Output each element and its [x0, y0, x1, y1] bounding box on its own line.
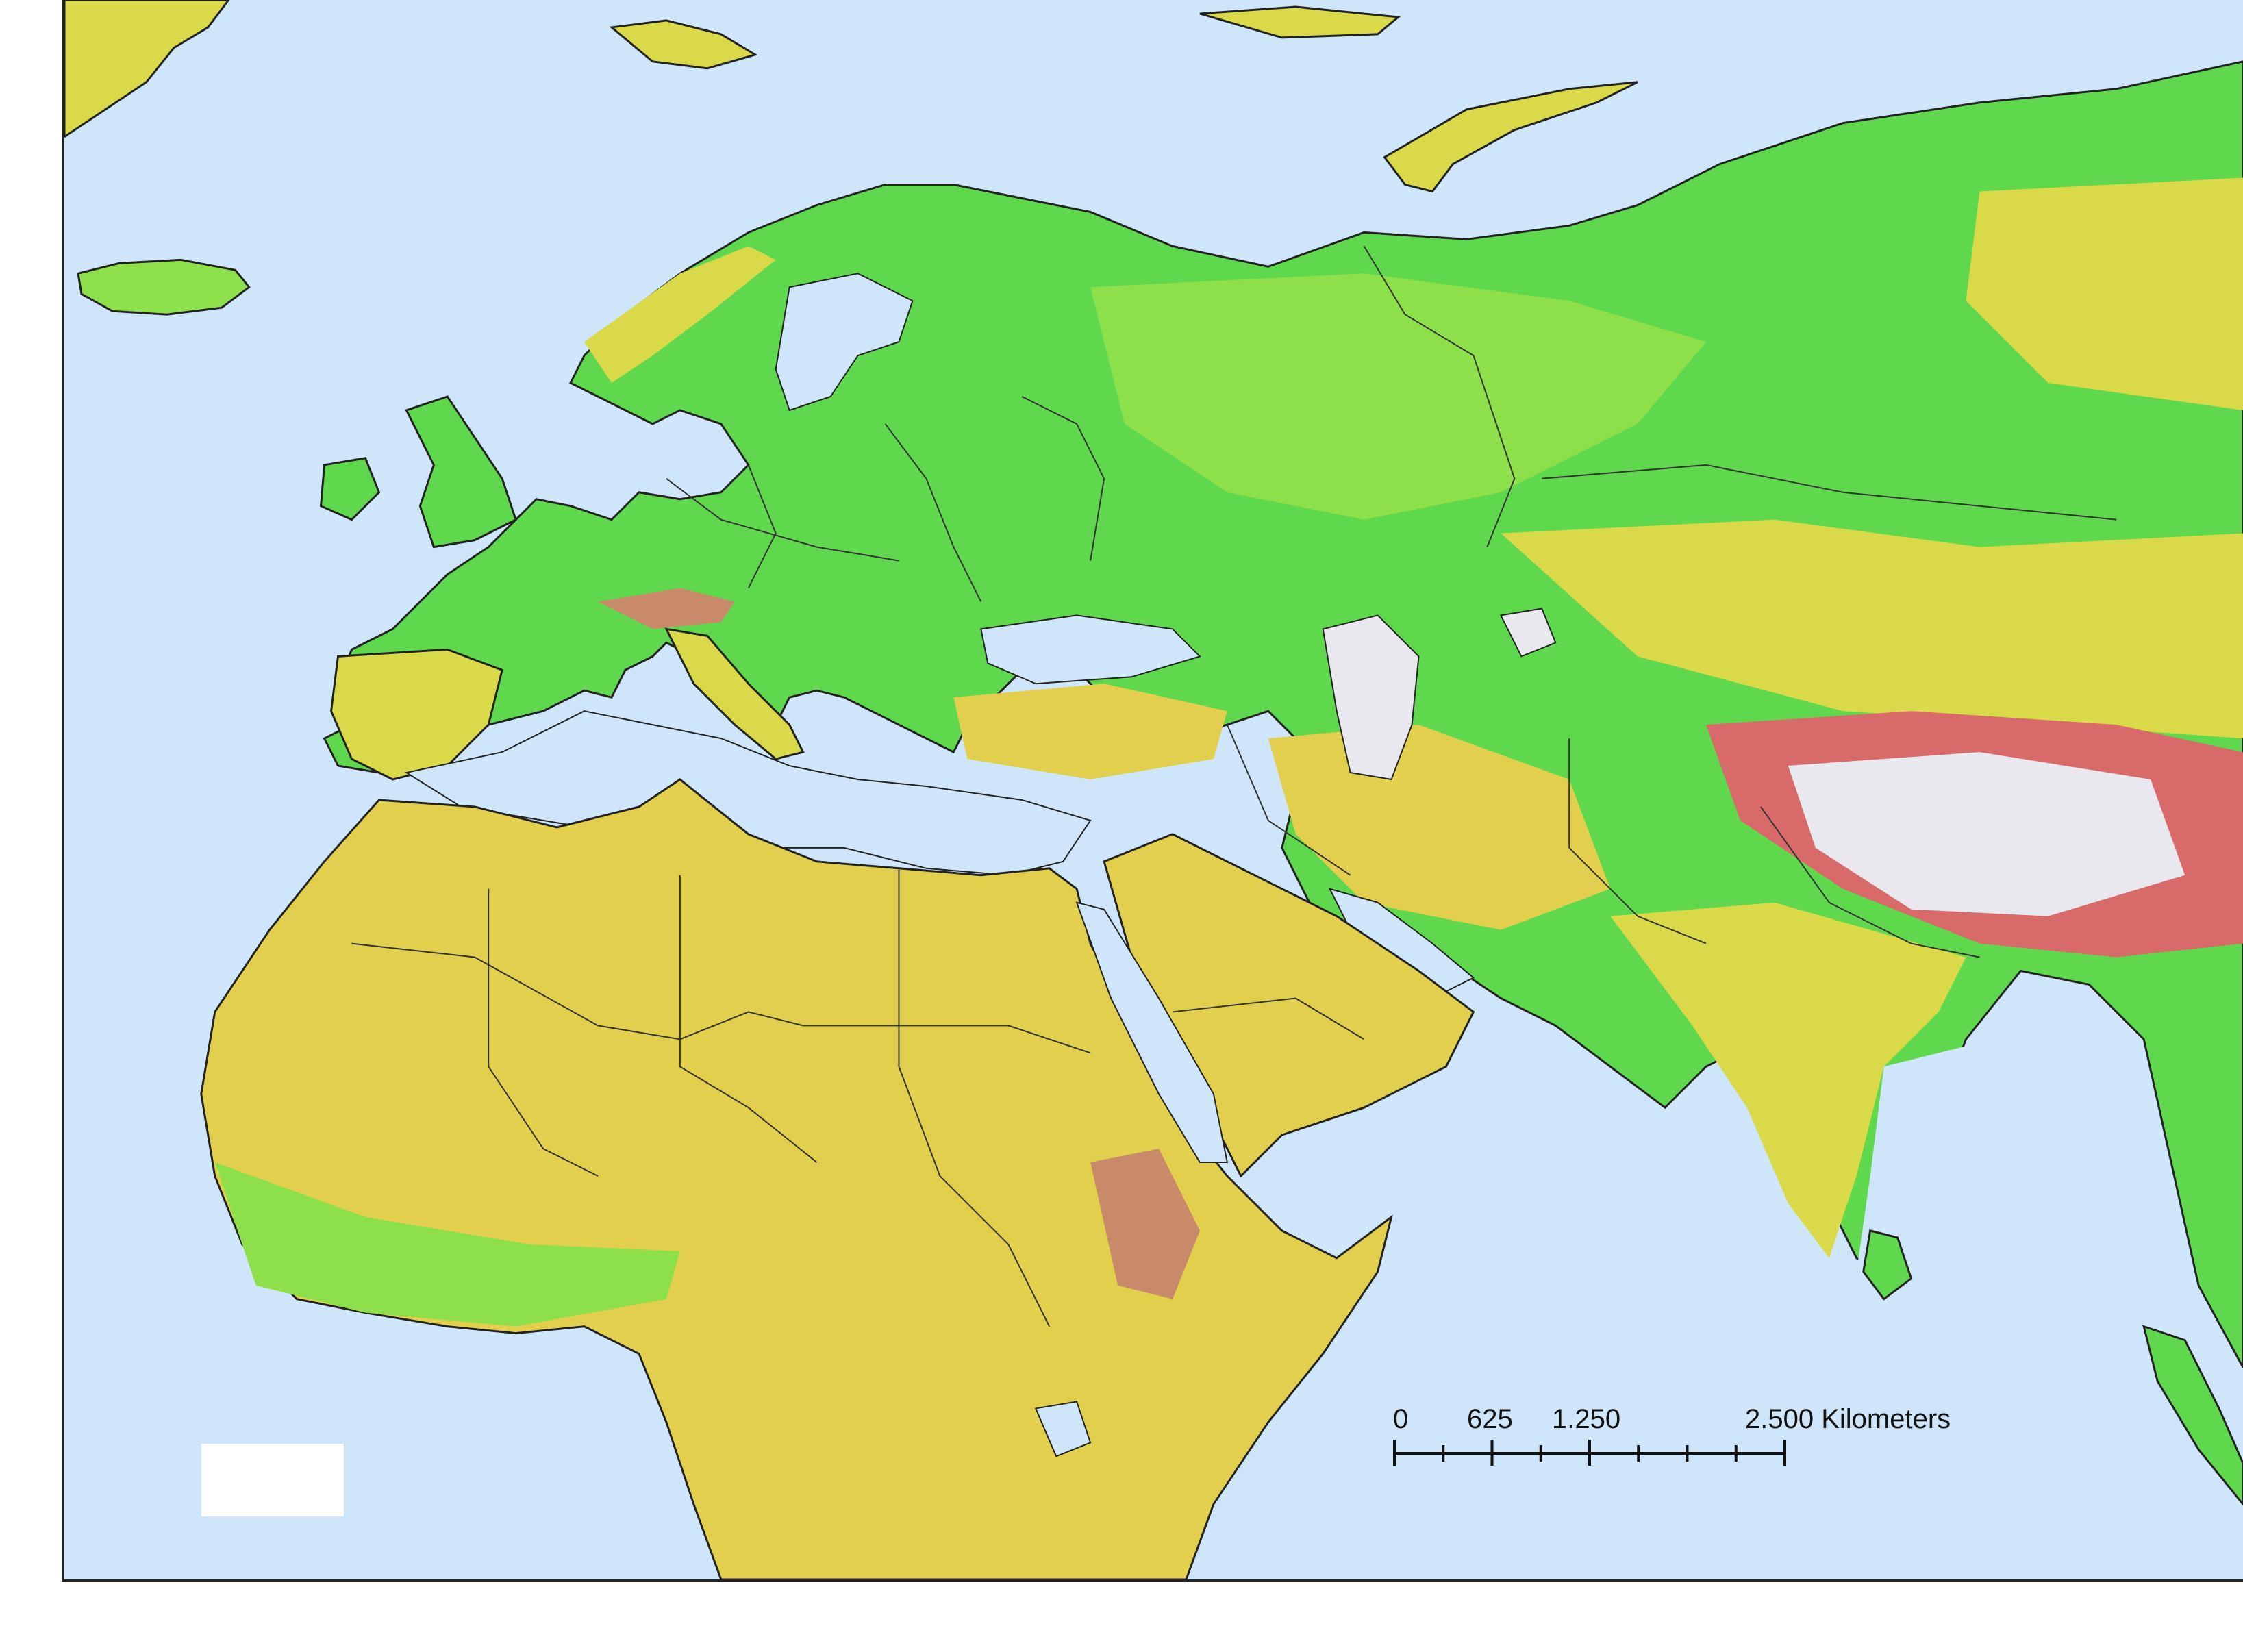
- scale-label-1250: 1.250: [1552, 1404, 1621, 1434]
- lake-victoria: [1034, 1401, 1092, 1457]
- sahel-green: [214, 1162, 680, 1327]
- scale-label-2500-kilometers: 2.500 Kilometers: [1745, 1404, 1951, 1434]
- alps: [598, 588, 735, 629]
- tibetan-high-ice: [1788, 752, 2185, 916]
- central-asia-upland: [1501, 519, 2243, 739]
- ireland: [319, 457, 381, 521]
- italy: [664, 627, 805, 760]
- legend-placeholder-box: [201, 1444, 344, 1516]
- aral-sea: [1499, 608, 1557, 658]
- svalbard-islands: [609, 19, 758, 70]
- baltic-sea: [775, 273, 914, 412]
- scandinavian-mountains: [584, 246, 776, 384]
- red-sea: [1075, 901, 1229, 1164]
- caspian-lowland: [1268, 519, 1446, 616]
- scale-label-0: 0: [1393, 1404, 1409, 1434]
- iceland: [77, 258, 251, 316]
- bay-of-bengal: [1856, 1039, 2021, 1286]
- shaded-relief-map: [64, 0, 2243, 1579]
- india: [1610, 902, 1966, 1258]
- siberian-upland: [1966, 177, 2243, 410]
- scale-bar: 0 625 1.250 2.500 Kilometers: [1393, 1404, 1951, 1466]
- east-african-highlands: [1090, 1149, 1200, 1299]
- scale-bar-ruler: [1393, 1440, 1786, 1466]
- sri-lanka: [1862, 1229, 1913, 1301]
- eastern-europe-plain: [1090, 273, 1706, 520]
- caspian-sea: [1322, 614, 1420, 781]
- great-britain: [405, 395, 518, 549]
- country-borders: [351, 245, 2117, 1327]
- map-frame[interactable]: 0 625 1.250 2.500 Kilometers: [62, 0, 2243, 1582]
- scale-ticks: [1393, 1440, 1786, 1466]
- anatolia: [953, 684, 1227, 780]
- greenland-fragment: [64, 0, 230, 138]
- scale-label-625: 625: [1467, 1404, 1513, 1434]
- black-sea: [980, 614, 1201, 685]
- malay-peninsula: [2142, 1325, 2243, 1506]
- novaya-zemlya: [1383, 81, 1638, 193]
- iran-plateau: [1268, 725, 1611, 930]
- franz-josef-islands: [1199, 5, 1401, 39]
